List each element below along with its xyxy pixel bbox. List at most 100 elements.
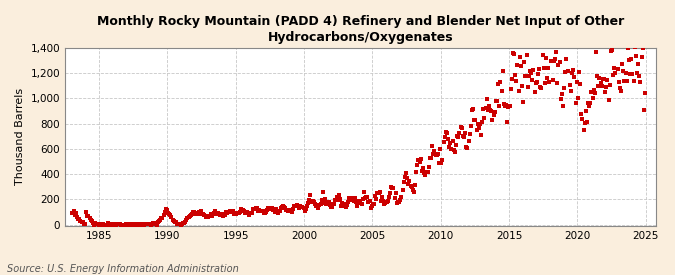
Point [78, 221, 89, 226]
Point [460, 131, 470, 136]
Point [511, 78, 522, 83]
Point [534, 66, 545, 71]
Point [196, 209, 207, 213]
Point [508, 51, 518, 56]
Point [140, 222, 151, 226]
Point [620, 71, 631, 75]
Point [576, 112, 587, 116]
Point [131, 222, 142, 227]
Point [156, 216, 167, 221]
Point [138, 222, 148, 227]
Point [469, 118, 480, 122]
Point [632, 62, 643, 67]
Point [82, 213, 92, 218]
Point [168, 218, 179, 223]
Point [522, 85, 533, 89]
Point [411, 170, 422, 175]
Point [471, 128, 482, 132]
Point [282, 209, 293, 213]
Point [443, 145, 454, 150]
Point [394, 199, 404, 204]
Point [211, 211, 221, 216]
Point [537, 53, 548, 57]
Point [304, 198, 315, 202]
Point [445, 141, 456, 145]
Point [302, 204, 313, 208]
Point [431, 153, 442, 158]
Point [215, 213, 226, 218]
Point [248, 207, 259, 211]
Point [72, 215, 82, 219]
Point [495, 79, 506, 84]
Point [201, 213, 212, 218]
Point [163, 211, 173, 215]
Point [190, 211, 200, 216]
Point [512, 62, 523, 67]
Point [481, 97, 492, 101]
Point [189, 210, 200, 215]
Point [266, 206, 277, 211]
Point [451, 143, 462, 147]
Point [402, 176, 412, 180]
Point [454, 131, 465, 136]
Point [229, 212, 240, 216]
Point [76, 220, 87, 225]
Point [101, 222, 112, 227]
Point [123, 222, 134, 227]
Point [387, 186, 398, 190]
Point [389, 196, 400, 200]
Point [494, 104, 505, 108]
Point [372, 191, 383, 195]
Point [619, 79, 630, 84]
Point [518, 99, 529, 104]
Point [263, 205, 273, 210]
Point [475, 122, 485, 127]
Point [219, 213, 230, 217]
Point [439, 135, 450, 140]
Point [519, 60, 530, 65]
Point [466, 108, 477, 112]
Point [589, 91, 600, 96]
Point [308, 200, 319, 204]
Point [378, 199, 389, 204]
Point [192, 212, 203, 217]
Point [158, 213, 169, 217]
Point [450, 150, 460, 154]
Point [232, 210, 243, 215]
Point [491, 99, 502, 104]
Point [427, 144, 437, 148]
Point [637, 46, 648, 50]
Point [314, 203, 325, 208]
Y-axis label: Thousand Barrels: Thousand Barrels [15, 88, 25, 185]
Point [602, 77, 613, 82]
Point [244, 212, 254, 217]
Point [640, 90, 651, 95]
Point [369, 201, 379, 206]
Point [455, 125, 466, 129]
Point [410, 183, 421, 187]
Point [238, 208, 248, 213]
Point [543, 66, 554, 70]
Point [364, 199, 375, 204]
Point [628, 78, 639, 83]
Point [290, 204, 301, 208]
Point [329, 202, 340, 207]
Point [416, 168, 427, 173]
Point [199, 213, 210, 218]
Point [556, 92, 567, 97]
Point [236, 207, 246, 211]
Point [128, 222, 139, 226]
Point [484, 104, 495, 109]
Point [216, 212, 227, 217]
Point [134, 222, 145, 226]
Point [310, 202, 321, 206]
Point [319, 200, 329, 205]
Point [365, 206, 376, 210]
Point [438, 140, 449, 144]
Point [468, 107, 479, 112]
Point [153, 219, 164, 224]
Point [592, 74, 603, 78]
Point [335, 204, 346, 208]
Point [121, 221, 132, 226]
Point [462, 146, 472, 150]
